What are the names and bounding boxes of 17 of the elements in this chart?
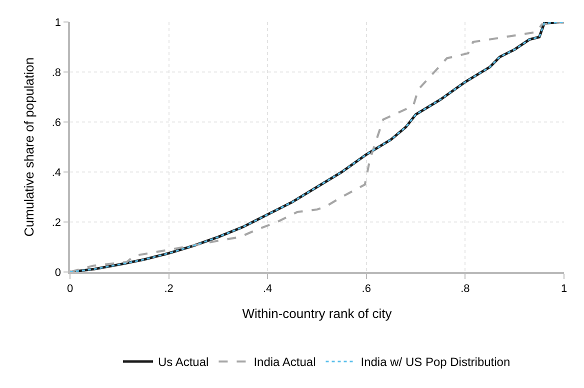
x-tick-label: 1: [560, 282, 568, 295]
y-axis-title: Cumulative share of population: [21, 57, 36, 237]
y-tick-label: 1: [54, 16, 62, 29]
y-tick-label: .4: [52, 166, 62, 179]
legend-label: India w/ US Pop Distribution: [360, 355, 510, 370]
x-tick-label: 0: [66, 282, 74, 295]
x-tick-label: .4: [263, 282, 272, 295]
y-tick-label: .6: [52, 116, 62, 129]
x-tick-label: .2: [164, 282, 174, 295]
x-tick-label: .8: [460, 282, 470, 295]
x-tick-label: .6: [362, 282, 371, 295]
legend-label: Us Actual: [158, 355, 209, 370]
y-tick-label: .2: [52, 216, 62, 229]
legend-label: India Actual: [254, 355, 316, 370]
y-tick-label: .8: [52, 66, 62, 79]
y-tick-label: 0: [54, 266, 62, 279]
x-axis-title: Within-country rank of city: [242, 306, 392, 322]
